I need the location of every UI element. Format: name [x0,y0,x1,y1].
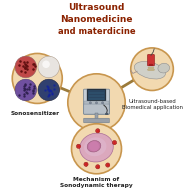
Bar [87,89,106,101]
Ellipse shape [84,137,107,156]
Circle shape [96,129,100,133]
Circle shape [38,79,59,101]
Circle shape [15,56,36,78]
Bar [84,101,109,104]
Ellipse shape [87,141,101,152]
Circle shape [68,74,125,131]
Circle shape [106,163,110,167]
Circle shape [76,144,81,148]
Text: and materdicine: and materdicine [58,27,135,36]
Bar [88,91,105,100]
FancyBboxPatch shape [147,54,154,66]
Circle shape [89,141,99,151]
Circle shape [112,140,117,145]
Circle shape [96,165,100,169]
Circle shape [72,124,121,174]
FancyBboxPatch shape [84,118,109,123]
Ellipse shape [134,61,165,79]
Circle shape [12,53,62,103]
Circle shape [42,60,50,68]
Ellipse shape [80,133,113,162]
Circle shape [84,162,88,166]
Bar [95,113,98,120]
Text: Sonosensitizer: Sonosensitizer [11,111,60,116]
Ellipse shape [105,113,108,115]
FancyBboxPatch shape [84,104,109,114]
Text: Ultrasound: Ultrasound [68,3,125,12]
Circle shape [95,102,98,104]
Ellipse shape [158,63,170,73]
Circle shape [89,102,91,104]
Circle shape [38,56,59,78]
Circle shape [102,102,104,104]
FancyBboxPatch shape [84,89,109,114]
Text: Nanomedicine: Nanomedicine [60,15,133,24]
Circle shape [131,48,173,91]
Text: Ultrasound-based
Biomedical application: Ultrasound-based Biomedical application [122,99,183,110]
Circle shape [15,79,36,101]
Ellipse shape [149,64,153,66]
Text: Mechanism of
Sonodynamic therapy: Mechanism of Sonodynamic therapy [60,177,133,187]
